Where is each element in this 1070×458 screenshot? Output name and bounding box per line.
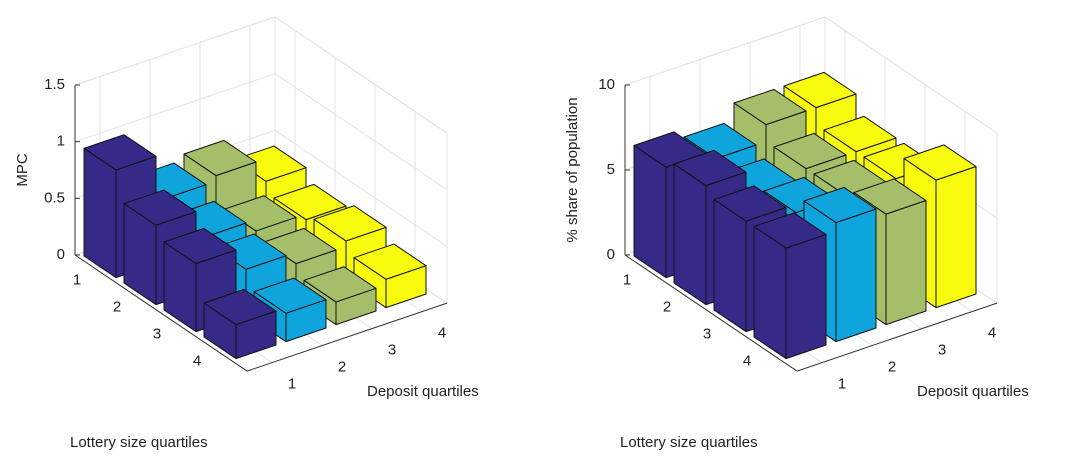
x-axis-label: Deposit quartiles (367, 383, 479, 400)
bar-face (753, 212, 827, 249)
x-axis-label: Deposit quartiles (917, 383, 1029, 400)
bar-face (83, 147, 117, 279)
x-tick-label: 3 (938, 342, 946, 359)
bar (353, 243, 427, 309)
x-tick-label: 3 (388, 342, 396, 359)
bar-face (835, 208, 877, 343)
y-axis-label: Lottery size quartiles (70, 434, 208, 451)
bar-face (783, 71, 857, 109)
x-tick-label: 1 (838, 376, 846, 393)
y-tick-label: 4 (743, 352, 751, 369)
grid-line (74, 73, 276, 143)
chart: 0 5 10 1 2 3 4 1 2 3 4 % share of population Deposit… (564, 16, 1029, 451)
grid-line (274, 16, 448, 134)
bar-face (123, 189, 197, 226)
x-tick-label: 4 (438, 325, 446, 342)
y-axis-label: Lottery size quartiles (620, 434, 758, 451)
bar-face (803, 186, 877, 224)
y-axis (624, 254, 798, 372)
bar-face (673, 149, 747, 187)
y-tick-label: 1 (73, 271, 81, 288)
bar-face (785, 234, 827, 360)
bar-face (633, 145, 667, 279)
bar-face (673, 163, 707, 306)
z-tick-label: 10 (598, 76, 615, 93)
chart: 0 0.5 1 1.5 1 2 3 4 1 2 3 4 MPC Deposit quartiles Lott… (14, 16, 479, 451)
x-tick-label: 1 (288, 376, 296, 393)
bar-face (163, 227, 237, 265)
bar-face (753, 226, 787, 360)
bar-face (83, 134, 157, 171)
bar-face (273, 183, 347, 221)
grid-line (274, 129, 448, 247)
bar-face (935, 166, 977, 309)
bar-face (313, 205, 387, 242)
bar-face (253, 277, 327, 314)
y-tick-label: 2 (113, 298, 121, 315)
z-tick-label: 0.5 (44, 189, 65, 206)
z-axis-label: MPC (14, 153, 31, 187)
bar-face (903, 144, 977, 181)
bar (753, 212, 827, 360)
bar-face (683, 122, 757, 160)
z-tick-label: 0 (607, 246, 615, 263)
y-tick-label: 2 (663, 298, 671, 315)
z-tick-label: 1 (57, 133, 65, 150)
grid-line (624, 16, 826, 86)
bar-face (823, 115, 897, 153)
y-tick-label: 3 (703, 325, 711, 342)
grid-line (74, 16, 276, 86)
bar-face (203, 288, 277, 326)
y-axis (74, 254, 248, 372)
bar-face (713, 185, 787, 222)
bar-face (885, 200, 927, 326)
x-axis (246, 302, 448, 372)
y-tick-label: 4 (193, 352, 201, 369)
bar-face (303, 266, 377, 303)
z-tick-label: 1.5 (44, 76, 65, 93)
bar-face (853, 178, 927, 215)
bar-face (183, 139, 257, 177)
bar-face (713, 199, 747, 333)
x-tick-label: 4 (988, 325, 996, 342)
bar-face (733, 88, 807, 126)
y-tick-label: 1 (623, 271, 631, 288)
bar-face (353, 243, 427, 280)
bar-face (773, 132, 847, 170)
z-tick-label: 0 (57, 246, 65, 263)
bar (203, 288, 277, 360)
z-axis-label: % share of population (564, 97, 581, 242)
grid-line (274, 73, 448, 191)
x-tick-label: 2 (338, 359, 346, 376)
grid-line (824, 16, 998, 134)
x-tick-label: 2 (888, 359, 896, 376)
x-axis (796, 302, 998, 372)
z-tick-label: 5 (607, 161, 615, 178)
y-tick-label: 3 (153, 325, 161, 342)
